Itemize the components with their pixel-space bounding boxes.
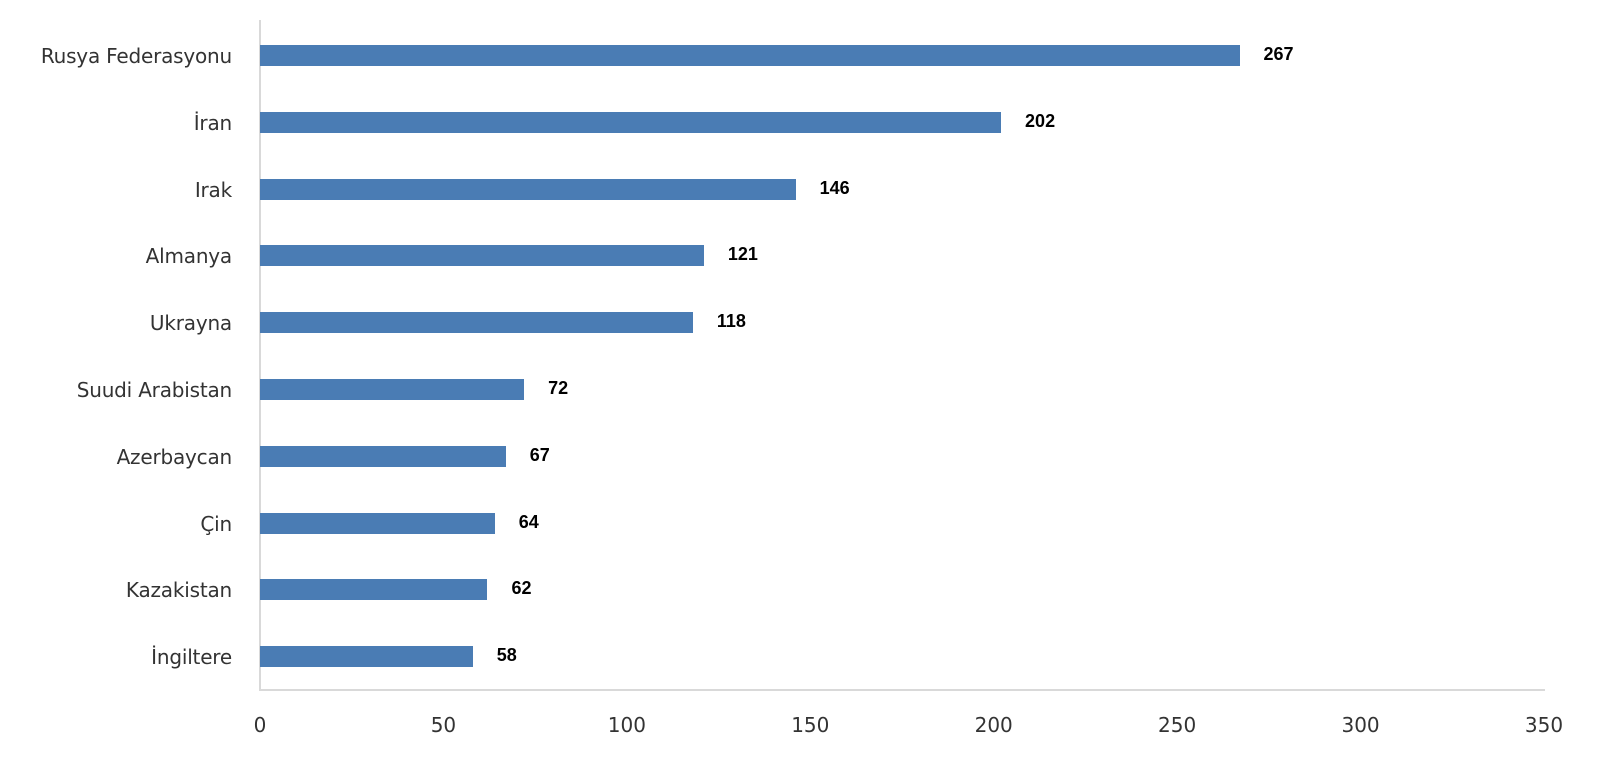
x-tick-label: 100 bbox=[607, 713, 646, 737]
bar bbox=[260, 111, 1002, 133]
data-label: 202 bbox=[1025, 110, 1056, 131]
category-label: Ukrayna bbox=[149, 311, 232, 336]
category-label: Almanya bbox=[145, 244, 233, 269]
x-tick-label: 350 bbox=[1524, 713, 1564, 737]
bar bbox=[260, 312, 693, 334]
x-axis-line bbox=[259, 689, 1545, 691]
x-tick-label: 200 bbox=[974, 713, 1013, 737]
x-tick-label: 150 bbox=[791, 713, 830, 737]
category-label: Çin bbox=[200, 511, 232, 536]
data-label: 58 bbox=[496, 645, 517, 666]
bar bbox=[260, 445, 506, 467]
x-tick-label: 50 bbox=[430, 713, 457, 737]
category-label: İngiltere bbox=[151, 645, 232, 670]
data-label: 121 bbox=[727, 244, 758, 265]
x-tick-label: 0 bbox=[253, 713, 267, 737]
bar bbox=[260, 45, 1240, 66]
x-tick-label: 300 bbox=[1341, 713, 1380, 737]
data-label: 62 bbox=[511, 578, 532, 599]
data-label: 267 bbox=[1263, 44, 1294, 64]
x-tick-label: 250 bbox=[1158, 713, 1197, 737]
category-label: Kazakistan bbox=[125, 578, 232, 603]
category-label: İran bbox=[193, 110, 232, 135]
category-label: Suudi Arabistan bbox=[76, 378, 232, 402]
data-label: 146 bbox=[819, 177, 850, 198]
bar bbox=[260, 646, 473, 668]
bar bbox=[260, 379, 525, 400]
data-label: 67 bbox=[529, 444, 550, 465]
data-label: 64 bbox=[518, 511, 539, 532]
bar bbox=[260, 512, 495, 534]
category-label: Irak bbox=[194, 177, 232, 202]
y-axis-line bbox=[259, 20, 261, 691]
category-label: Azerbaycan bbox=[116, 444, 233, 469]
data-label: 118 bbox=[716, 311, 746, 332]
data-label: 72 bbox=[548, 378, 569, 398]
bar bbox=[260, 178, 796, 200]
category-label: Rusya Federasyonu bbox=[40, 44, 232, 68]
bar bbox=[260, 245, 704, 267]
bar bbox=[260, 579, 488, 601]
